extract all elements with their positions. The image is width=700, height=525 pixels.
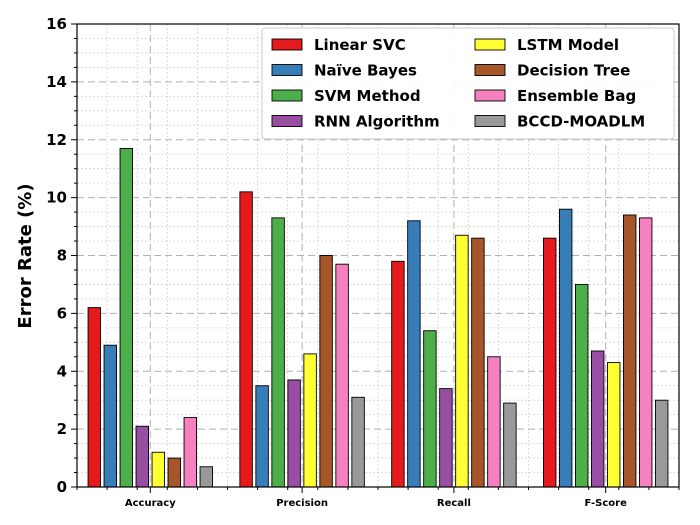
y-tick-label: 14 [46,73,67,91]
bar-bccd-moadlm [199,466,214,488]
y-axis-ticks: 0 2 4 6 8 10 12 14 16 [46,15,77,496]
bar-na-ve-bayes [255,385,269,488]
bar-svm-method [119,147,134,488]
bar-lstm-model [607,362,621,488]
bar-svm-method [423,330,437,488]
bar-rnn-algorithm [439,388,453,488]
bar-svm-method [575,283,589,488]
bar-na-ve-bayes [407,220,421,488]
x-axis-ticks: Accuracy Precision Recall F-Score [76,487,680,509]
bar-linear-svc [543,237,557,488]
bar-group-accuracy [87,147,214,488]
legend-box [261,27,675,140]
legend-swatch [474,115,506,127]
bar-group-recall [391,220,517,488]
bar-linear-svc [239,191,253,488]
x-tick-label: Recall [437,498,471,509]
bar-groups [87,147,669,488]
y-tick-label: 16 [46,15,67,33]
bar-svm-method [271,217,285,488]
legend-label: Linear SVC [314,36,406,54]
y-tick-label: 4 [57,362,67,380]
legend-item-svm-method: SVM Method [271,87,421,105]
bar-lstm-model [303,353,317,488]
bar-bccd-moadlm [351,396,365,488]
legend-label: RNN Algorithm [314,113,440,131]
legend-label: Ensemble Bag [517,87,636,105]
bar-bccd-moadlm [503,402,517,488]
bar-ensemble-bag [183,417,198,488]
y-tick-label: 2 [57,420,67,438]
y-tick-label: 12 [46,131,67,149]
legend-swatch [271,64,303,76]
bar-rnn-algorithm [591,350,605,488]
legend-item-na-ve-bayes: Naïve Bayes [271,62,417,80]
bar-linear-svc [391,260,405,488]
x-tick-label: Precision [276,498,328,509]
bar-ensemble-bag [487,356,501,488]
bar-group-f-score [543,208,669,488]
legend-item-lstm-model: LSTM Model [474,36,619,54]
legend-swatch [271,89,303,102]
bar-rnn-algorithm [287,379,301,488]
y-tick-label: 0 [57,478,67,496]
bar-group-precision [239,191,365,488]
bar-ensemble-bag [335,263,349,488]
bar-na-ve-bayes [559,208,573,488]
x-tick-label: F-Score [585,498,628,509]
legend-label: SVM Method [314,87,421,105]
legend-item-rnn-algorithm: RNN Algorithm [271,113,440,131]
legend-swatch [271,115,303,127]
legend-swatch [474,38,506,51]
bar-decision-tree [471,237,485,488]
legend-item-bccd-moadlm: BCCD-MOADLM [474,113,645,131]
legend-label: Decision Tree [517,62,630,80]
legend-label: BCCD-MOADLM [517,113,645,131]
y-tick-label: 6 [57,304,67,322]
legend-item-decision-tree: Decision Tree [474,62,630,80]
y-axis-label: Error Rate (%) [15,183,36,328]
legend-swatch [474,64,506,76]
bar-ensemble-bag [639,217,653,488]
bar-rnn-algorithm [135,425,150,488]
legend-item-ensemble-bag: Ensemble Bag [474,87,636,105]
legend-swatch [271,38,303,51]
bar-decision-tree [623,214,637,488]
bar-bccd-moadlm [655,399,669,488]
bar-lstm-model [151,451,166,488]
y-tick-label: 10 [46,189,67,207]
bar-na-ve-bayes [103,344,118,488]
bar-decision-tree [167,457,182,488]
legend-label: Naïve Bayes [314,62,417,80]
bar-lstm-model [455,234,469,488]
legend-item-linear-svc: Linear SVC [271,36,406,54]
bar-decision-tree [319,255,333,488]
legend-label: LSTM Model [517,36,619,54]
bar-linear-svc [87,307,102,488]
legend: Linear SVC Naïve Bayes SVM Method RNN Algor… [261,27,675,140]
y-tick-label: 8 [57,247,67,265]
legend-swatch [474,89,506,102]
x-tick-label: Accuracy [125,498,176,509]
